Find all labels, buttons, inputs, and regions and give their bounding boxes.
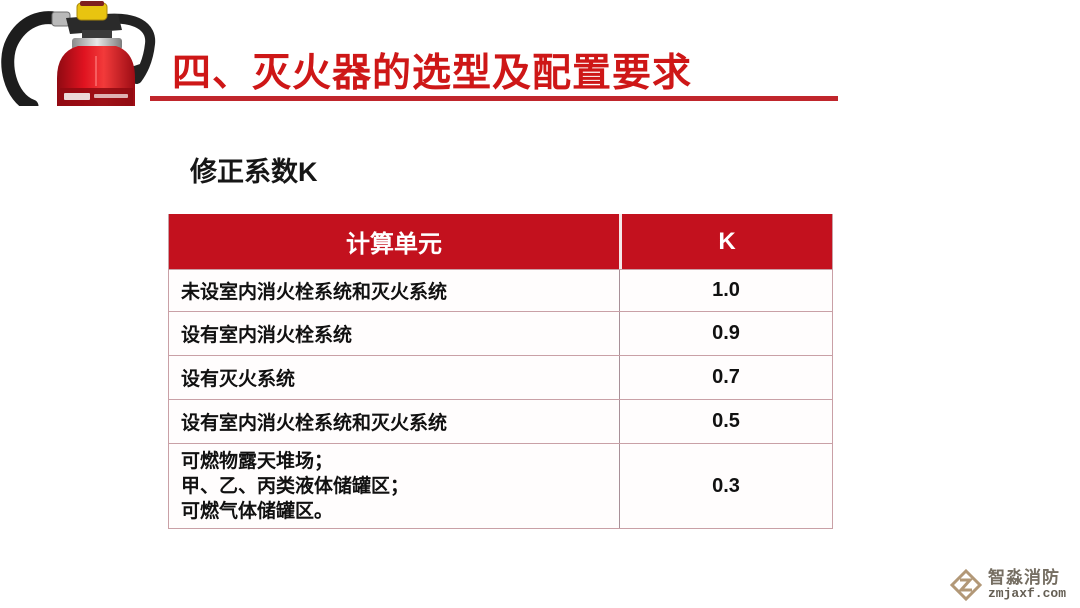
table-header-unit: 计算单元 bbox=[346, 231, 442, 258]
table-row: 设有灭火系统 0.7 bbox=[169, 355, 832, 399]
unit-line: 可燃气体储罐区。 bbox=[181, 500, 334, 522]
table-row: 未设室内消火栓系统和灭火系统 1.0 bbox=[169, 269, 832, 311]
unit-cell-multiline: 可燃物露天堆场； 甲、乙、丙类液体储罐区； 可燃气体储罐区。 bbox=[169, 444, 619, 528]
k-value-cell: 1.0 bbox=[619, 270, 832, 311]
table-header-k: K bbox=[619, 214, 832, 269]
k-coefficient-table: 计算单元 K 未设室内消火栓系统和灭火系统 1.0 设有室内消火栓系统 0.9 … bbox=[168, 214, 833, 529]
table-row: 设有室内消火栓系统 0.9 bbox=[169, 311, 832, 355]
page-title: 四、灭火器的选型及配置要求 bbox=[172, 52, 693, 95]
unit-line: 可燃物露天堆场； bbox=[181, 450, 334, 472]
fire-extinguisher-icon bbox=[1, 1, 156, 113]
unit-line: 甲、乙、丙类液体储罐区； bbox=[181, 475, 410, 497]
k-value-cell: 0.3 bbox=[619, 444, 832, 528]
title-underline bbox=[150, 96, 838, 101]
zhimiao-logo-icon bbox=[949, 568, 983, 602]
subtitle-correction-coefficient: 修正系数K bbox=[190, 157, 318, 187]
table-header-row: 计算单元 K bbox=[169, 214, 832, 269]
k-value-cell: 0.5 bbox=[619, 400, 832, 443]
unit-cell: 设有室内消火栓系统和灭火系统 bbox=[181, 413, 448, 434]
watermark-brand: 智淼消防 bbox=[987, 567, 1060, 587]
fire-extinguisher-image bbox=[0, 0, 168, 113]
k-value-cell: 0.9 bbox=[619, 312, 832, 355]
unit-cell: 未设室内消火栓系统和灭火系统 bbox=[181, 282, 448, 303]
watermark: 智淼消防 zmjaxf.com bbox=[949, 568, 1066, 602]
table-row: 可燃物露天堆场； 甲、乙、丙类液体储罐区； 可燃气体储罐区。 0.3 bbox=[169, 443, 832, 528]
table-row: 设有室内消火栓系统和灭火系统 0.5 bbox=[169, 399, 832, 443]
unit-cell: 设有灭火系统 bbox=[181, 369, 296, 390]
unit-cell: 设有室内消火栓系统 bbox=[181, 325, 353, 346]
watermark-site: zmjaxf.com bbox=[987, 586, 1066, 602]
k-value-cell: 0.7 bbox=[619, 356, 832, 399]
watermark-text: 智淼消防 zmjaxf.com bbox=[987, 567, 1066, 602]
